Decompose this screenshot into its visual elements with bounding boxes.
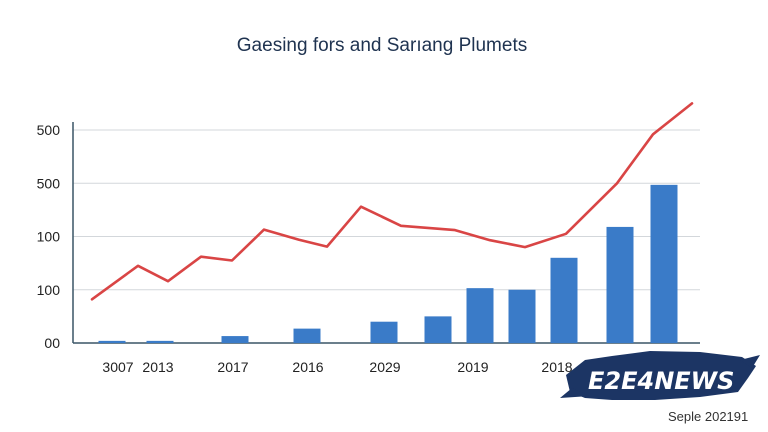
bar (424, 316, 452, 343)
x-tick-label: 2013 (142, 359, 173, 375)
y-axis-ticks: 00 100 100 500 500 (37, 122, 61, 351)
bar (466, 288, 494, 343)
y-tick-label: 100 (37, 229, 61, 245)
news-watermark: E2E4NEWS Seple 202191 (560, 351, 760, 424)
bar (98, 340, 126, 343)
watermark-date: Seple 202191 (668, 409, 748, 424)
bar (293, 328, 321, 343)
x-tick-label: 2017 (217, 359, 248, 375)
bar (550, 257, 578, 343)
bar (221, 336, 249, 343)
chart-title: Gaesing fors and Sarıang Plumets (237, 35, 527, 56)
brush-stroke-shape (566, 351, 756, 400)
x-tick-label: 2019 (457, 359, 488, 375)
x-tick-label: 3007 (102, 359, 133, 375)
line-series-path (90, 102, 694, 301)
bar (146, 340, 174, 343)
x-axis-ticks: 3007 2013 2017 2016 2029 2019 2018 (102, 359, 572, 375)
y-tick-label: 00 (44, 335, 60, 351)
grid-layer (73, 129, 700, 291)
bar (650, 184, 678, 343)
bar-series (98, 184, 678, 343)
brush-splatter-shape (560, 355, 760, 398)
bar (606, 226, 634, 343)
x-tick-label: 2018 (541, 359, 572, 375)
x-tick-label: 2029 (369, 359, 400, 375)
x-tick-label: 2016 (292, 359, 323, 375)
watermark-brand: E2E4NEWS (588, 367, 734, 395)
y-tick-label: 100 (37, 282, 61, 298)
line-series (90, 102, 694, 301)
bar (508, 289, 536, 343)
y-tick-label: 500 (37, 122, 61, 138)
y-tick-label: 500 (37, 175, 61, 191)
bar (370, 321, 398, 343)
